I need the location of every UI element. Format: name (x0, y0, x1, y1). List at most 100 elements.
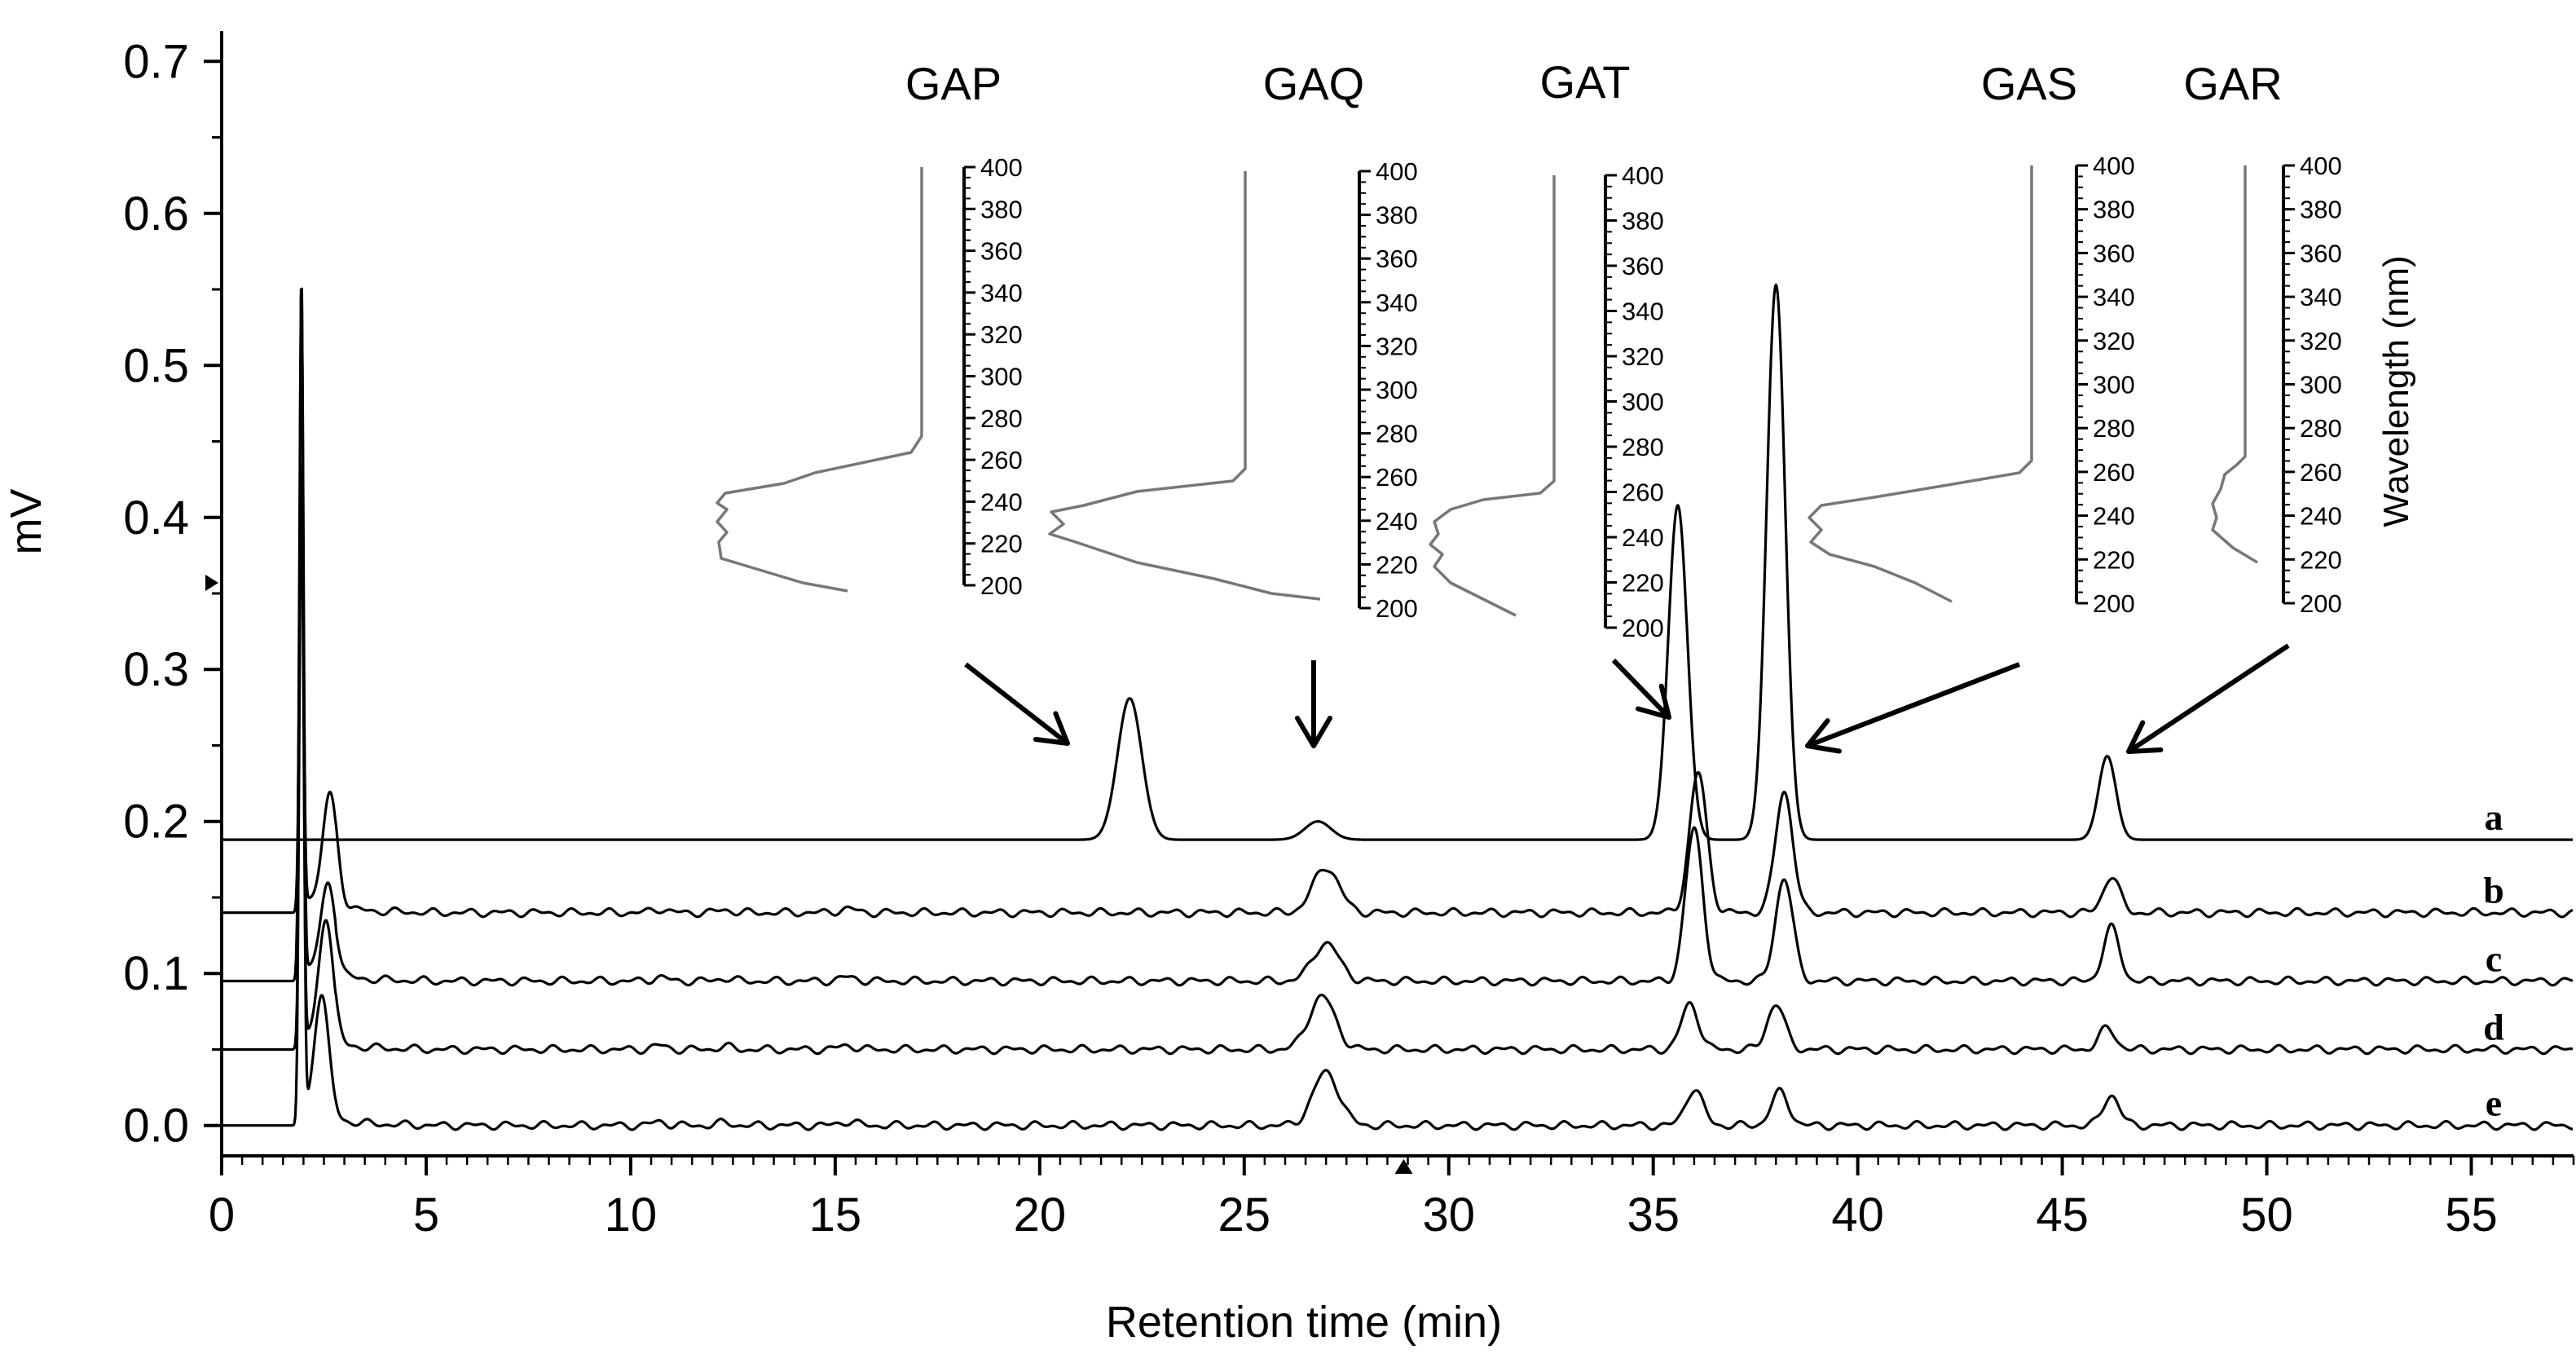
y-tick-label: 0.6 (123, 187, 189, 240)
inset-tick-label: 320 (980, 320, 1023, 349)
arrow-gat (1611, 658, 1671, 720)
inset-tick-label: 360 (2093, 239, 2135, 267)
inset-tick-label: 200 (980, 571, 1023, 600)
arrow-gar (2127, 643, 2290, 754)
inset-tick-label: 400 (1376, 157, 1418, 186)
peak-label-gas: GAS (1981, 58, 2077, 109)
inset-tick-label: 340 (980, 279, 1023, 307)
y-tick-label: 0.4 (123, 492, 189, 545)
inset-tick-label: 200 (1376, 594, 1418, 623)
inset-tick-label: 380 (1622, 207, 1664, 236)
inset-gaq: 200 220 240 260 280 300 320 340 360 380 400 (1048, 157, 1418, 623)
inset-wavelength-title: Wavelength (nm) (2376, 255, 2416, 527)
trace-c (220, 294, 2574, 987)
arrow-gat-head (1636, 683, 1671, 720)
trace-a (221, 283, 2574, 841)
inset-tick-label: 280 (2093, 414, 2135, 443)
inset-spectrum-curve (1429, 175, 1556, 617)
inset-spectrum-curve (2211, 165, 2258, 564)
x-tick-label: 20 (1014, 1188, 1067, 1241)
marker-triangle (1394, 1159, 1413, 1174)
peak-arrows (964, 643, 2290, 754)
inset-tick-label: 260 (1622, 478, 1664, 507)
inset-tick-label: 240 (1376, 507, 1418, 536)
arrow-gap (964, 662, 1069, 746)
x-tick-label: 40 (1831, 1188, 1884, 1241)
inset-tick-label: 220 (1376, 550, 1418, 579)
inset-tick-label: 380 (2093, 196, 2135, 224)
inset-tick-label: 300 (2300, 371, 2342, 399)
x-tick-label: 50 (2240, 1188, 2293, 1241)
inset-tick-label: 360 (1622, 252, 1664, 280)
inset-tick-label: 320 (1376, 332, 1418, 360)
peak-label-gat: GAT (1540, 56, 1631, 108)
y-tick-label: 0.1 (123, 947, 189, 1000)
peak-label-gar: GAR (2183, 58, 2282, 109)
trace-e (221, 287, 2574, 1131)
inset-tick-label: 380 (2300, 196, 2342, 224)
x-tick-label: 45 (2036, 1188, 2089, 1241)
inset-tick-label: 340 (1622, 298, 1664, 326)
inset-tick-label: 240 (1622, 523, 1664, 552)
inset-tick-label: 280 (1622, 433, 1664, 461)
inset-tick-label: 280 (980, 404, 1023, 433)
y-tick-label: 0.5 (123, 339, 189, 392)
inset-tick-label: 340 (2300, 283, 2342, 311)
inset-tick-label: 300 (980, 363, 1023, 391)
trace-d (220, 496, 2574, 1056)
inset-tick-label: 260 (2093, 458, 2135, 487)
inset-spectrum-curve (1048, 171, 1321, 601)
inset-tick-label: 300 (2093, 371, 2135, 399)
trace-label-e: e (2486, 1083, 2502, 1124)
peak-label-gap: GAP (905, 58, 1002, 109)
inset-tick-label: 220 (980, 530, 1023, 558)
uv-spectra-insets: 200 220 240 260 280 300 320 340 360 380 400 200 220 2… (716, 152, 2342, 642)
inset-tick-label: 260 (1376, 463, 1418, 492)
x-tick-label: 25 (1218, 1188, 1271, 1241)
inset-tick-label: 300 (1376, 376, 1418, 404)
inset-tick-label: 380 (980, 195, 1023, 223)
x-tick-label: 30 (1422, 1188, 1475, 1241)
inset-tick-label: 360 (980, 237, 1023, 266)
trace-label-c: c (2486, 938, 2502, 980)
x-tick-label: 15 (809, 1188, 862, 1241)
inset-tick-label: 360 (2300, 239, 2342, 267)
x-tick-label: 55 (2445, 1188, 2498, 1241)
inset-tick-label: 240 (2093, 502, 2135, 531)
y-tick-label: 0.3 (123, 643, 189, 696)
inset-tick-label: 260 (2300, 458, 2342, 487)
x-tick-label: 35 (1627, 1188, 1680, 1241)
inset-tick-label: 200 (1622, 614, 1664, 642)
inset-gar: 200 220 240 260 280 300 320 340 360 380 400 (2211, 152, 2342, 618)
x-axis-title: Retention time (min) (1106, 1298, 1502, 1347)
inset-tick-label: 400 (2300, 152, 2342, 180)
inset-tick-label: 400 (980, 153, 1023, 182)
trace-label-b: b (2483, 870, 2504, 911)
inset-gas: 200 220 240 260 280 300 320 340 360 380 400 (1808, 152, 2135, 618)
inset-tick-label: 400 (1622, 161, 1664, 190)
inset-tick-label: 300 (1622, 388, 1664, 417)
inset-tick-label: 400 (2093, 152, 2135, 180)
inset-tick-label: 280 (1376, 420, 1418, 448)
inset-tick-label: 320 (2300, 327, 2342, 355)
inset-tick-label: 280 (2300, 414, 2342, 443)
trace-label-a: a (2485, 796, 2503, 838)
inset-tick-label: 220 (2300, 545, 2342, 574)
y-tick-label: 0.0 (123, 1100, 189, 1153)
inset-tick-label: 340 (1376, 289, 1418, 317)
y-tick-label: 0.7 (123, 35, 189, 88)
arrow-gas-head (1805, 718, 1842, 754)
inset-tick-label: 340 (2093, 283, 2135, 311)
trace-label-d: d (2483, 1006, 2504, 1047)
peak-label-gaq: GAQ (1263, 58, 1364, 109)
y-tick-label: 0.2 (123, 796, 189, 849)
inset-tick-label: 220 (2093, 545, 2135, 574)
inset-spectrum-curve (716, 167, 923, 593)
inset-tick-label: 360 (1376, 245, 1418, 273)
arrow-gaq-head (1295, 716, 1332, 748)
inset-tick-label: 240 (2300, 502, 2342, 531)
inset-tick-label: 320 (1622, 342, 1664, 371)
inset-spectrum-curve (1808, 165, 2033, 603)
